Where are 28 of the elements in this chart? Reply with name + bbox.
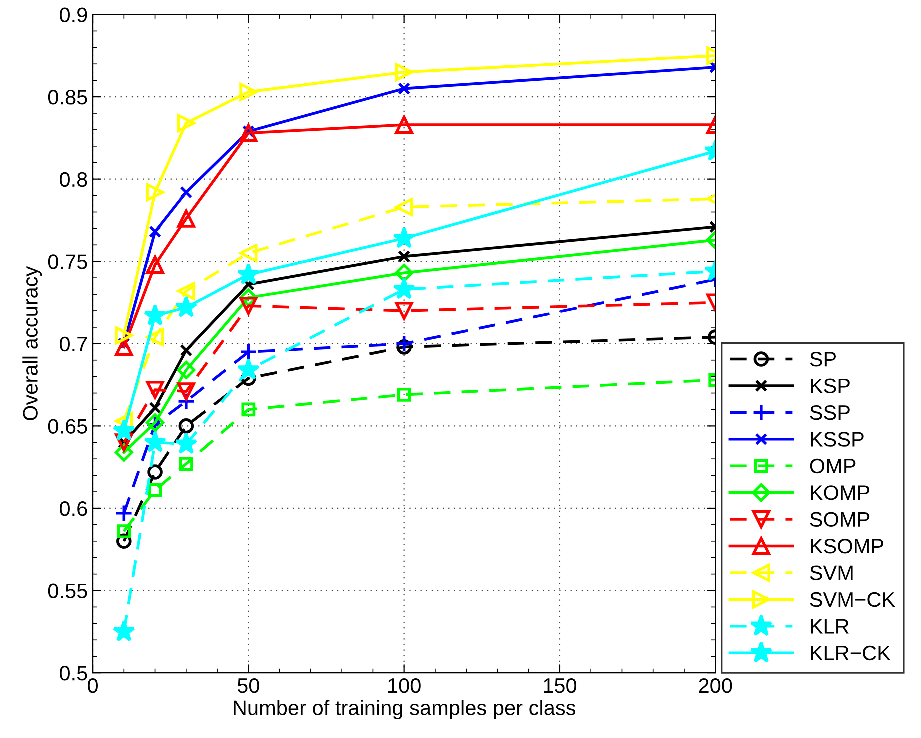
x-tick-label: 50 — [238, 678, 260, 694]
x-tick-label: 150 — [544, 678, 577, 694]
x-tick-label: 0 — [88, 678, 98, 694]
y-tick-label: 0.7 — [60, 336, 88, 352]
legend-label: SP — [810, 352, 836, 367]
legend-label: KLR−CK — [811, 646, 891, 661]
x-axis-title: Number of training samples per class — [234, 700, 576, 720]
y-tick-label: 0.55 — [48, 584, 88, 599]
legend-label: KSP — [811, 378, 850, 394]
legend-label: SVM — [810, 566, 853, 580]
y-tick-label: 0.75 — [48, 254, 88, 270]
y-axis-title: Overall accuracy — [22, 266, 42, 420]
legend-label: OMP — [810, 458, 856, 474]
y-tick-label: 0.6 — [60, 501, 88, 516]
legend-label: KOMP — [811, 486, 870, 500]
y-tick-label: 0.9 — [60, 8, 88, 23]
x-tick-label: 100 — [388, 678, 421, 694]
legend-label: SSP — [810, 405, 850, 420]
y-tick-label: 0.5 — [60, 666, 88, 681]
legend-label: KLR — [811, 619, 849, 634]
legend-label: SVM−CK — [810, 592, 896, 608]
legend-label: KSSP — [811, 432, 864, 447]
legend-label: SOMP — [810, 512, 870, 528]
y-tick-label: 0.85 — [48, 90, 88, 105]
legend-label: KSOMP — [811, 539, 884, 554]
x-tick-label: 200 — [699, 678, 732, 694]
y-tick-label: 0.65 — [48, 419, 88, 434]
y-tick-label: 0.8 — [60, 172, 88, 188]
